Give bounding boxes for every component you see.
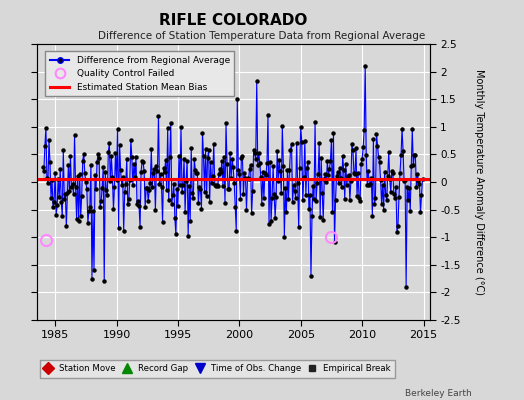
Text: Berkeley Earth: Berkeley Earth — [405, 389, 472, 398]
Title: RIFLE COLORADO: RIFLE COLORADO — [159, 12, 308, 28]
Legend: Station Move, Record Gap, Time of Obs. Change, Empirical Break: Station Move, Record Gap, Time of Obs. C… — [39, 360, 396, 378]
Y-axis label: Monthly Temperature Anomaly Difference (°C): Monthly Temperature Anomaly Difference (… — [474, 69, 484, 295]
Text: Difference of Station Temperature Data from Regional Average: Difference of Station Temperature Data f… — [99, 31, 425, 41]
